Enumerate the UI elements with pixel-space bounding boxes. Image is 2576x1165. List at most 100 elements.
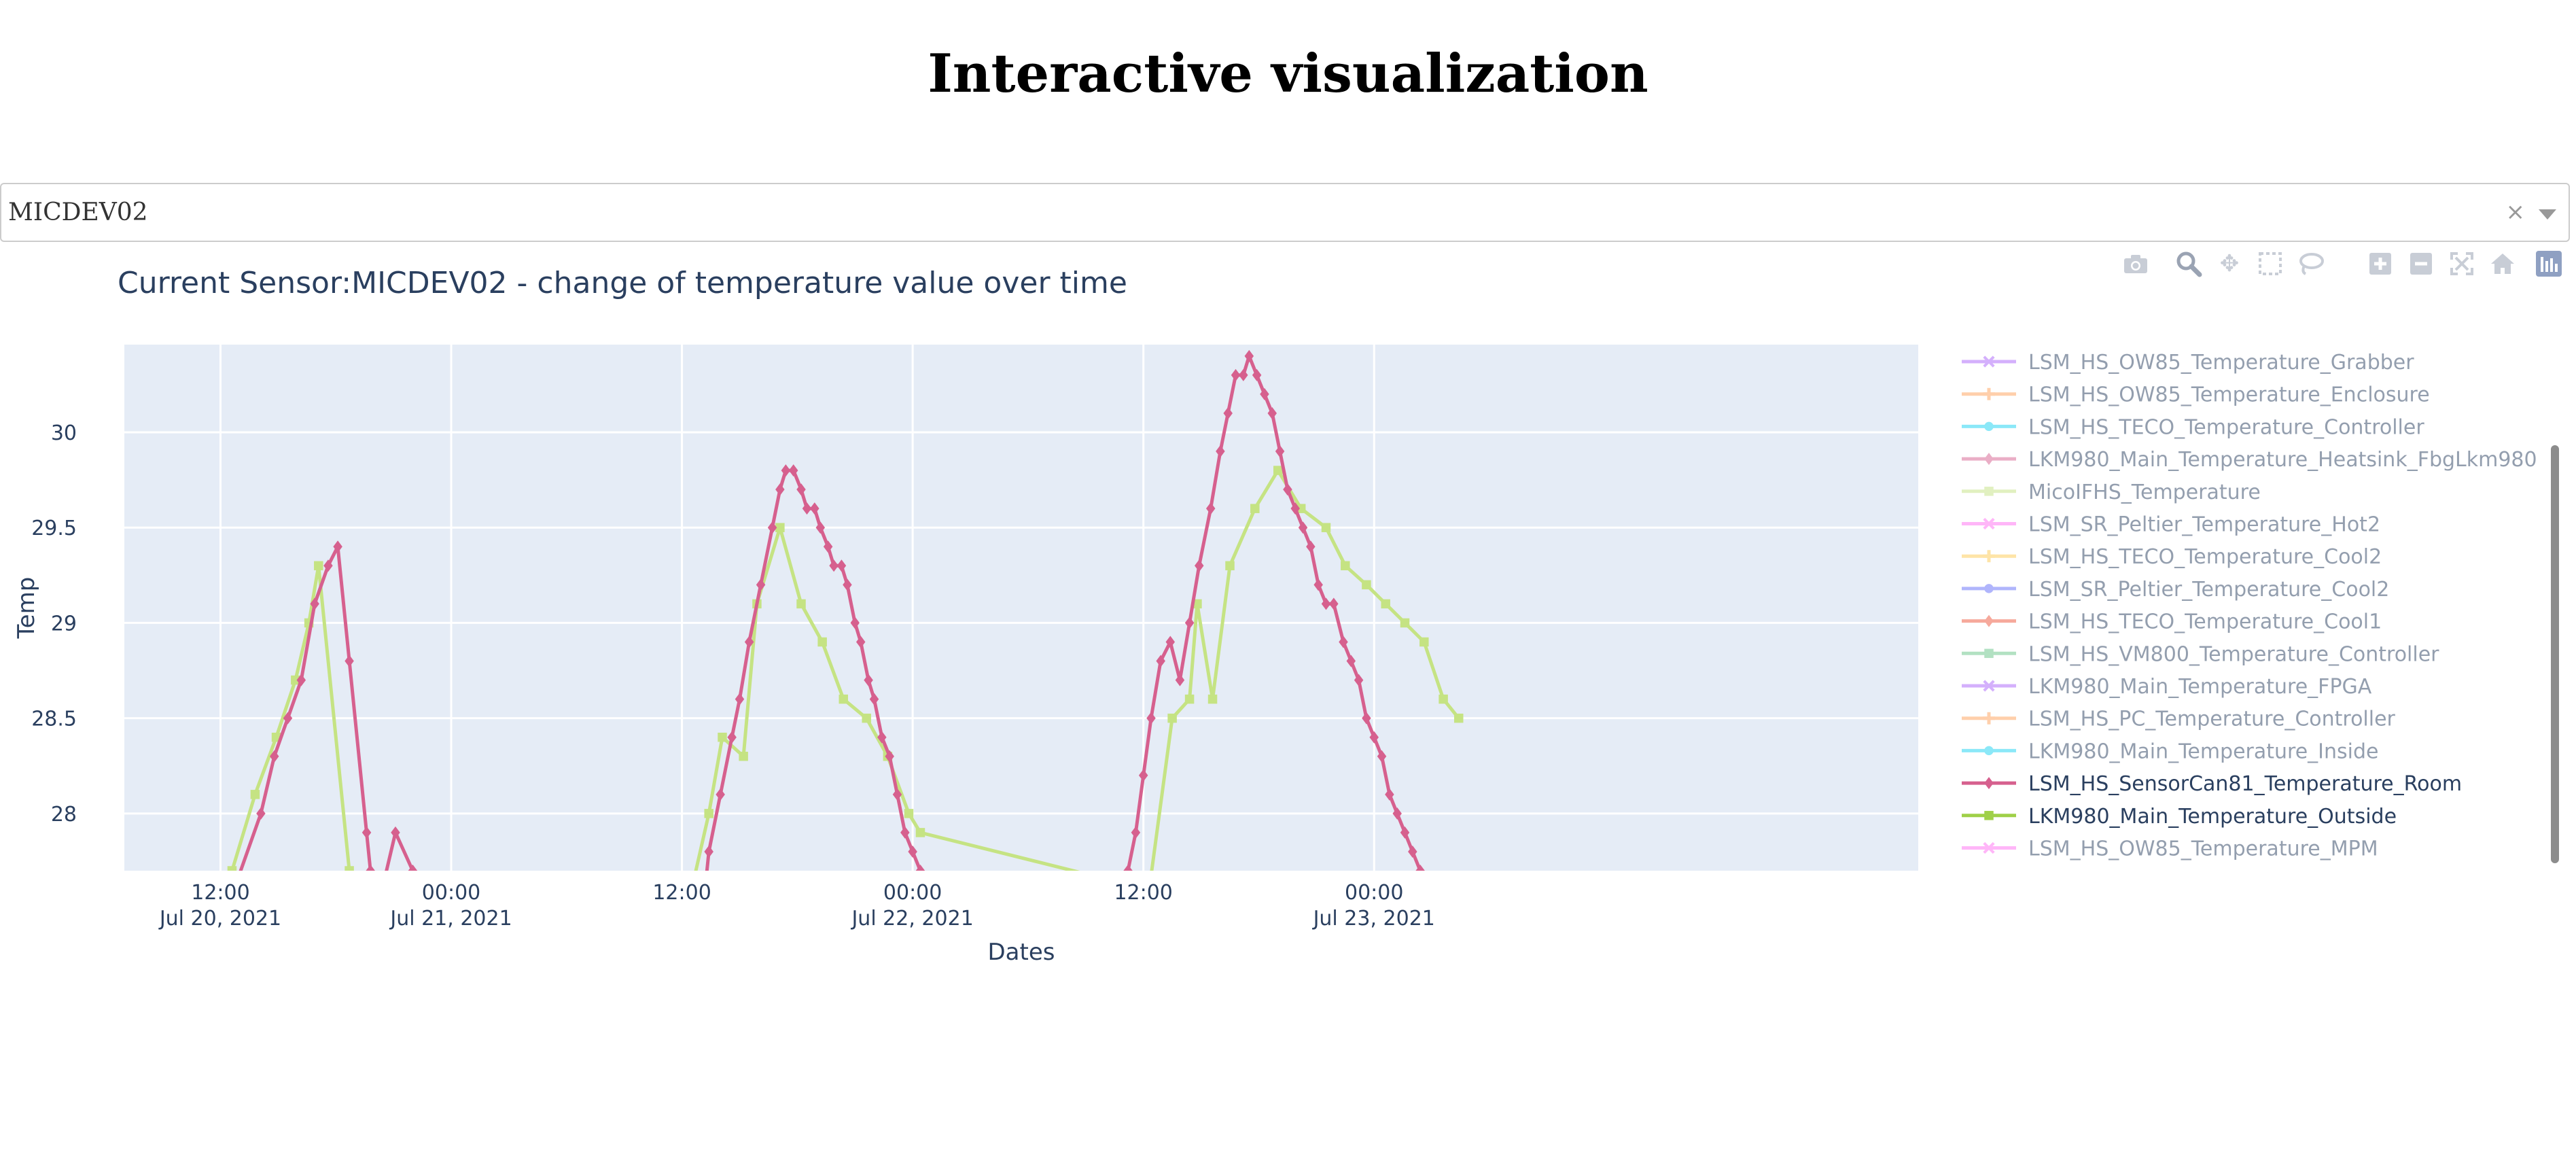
data-point	[810, 502, 819, 515]
clear-icon[interactable]: ×	[2505, 198, 2526, 226]
data-point	[323, 559, 333, 572]
legend-item[interactable]: LKM980_Main_Temperature_FPGA	[1962, 675, 2372, 699]
data-point	[1298, 521, 1308, 534]
data-point	[815, 521, 826, 534]
legend-item[interactable]: LKM980_Main_Temperature_Heatsink_FbgLkm9…	[1962, 448, 2537, 472]
legend-item[interactable]: LKM980_Main_Temperature_Outside	[1962, 805, 2397, 829]
data-point	[877, 731, 887, 744]
legend-label: LSM_HS_OW85_Temperature_Enclosure	[2028, 383, 2430, 407]
data-point	[843, 578, 852, 591]
data-point	[1354, 674, 1364, 686]
data-point	[1381, 599, 1390, 609]
data-point	[362, 923, 372, 933]
lasso-icon[interactable]	[2295, 248, 2327, 279]
data-point	[345, 655, 354, 667]
data-point	[1223, 406, 1233, 419]
legend-item[interactable]: MicoIFHS_Temperature	[1962, 481, 2261, 504]
temperature-chart[interactable]: Current Sensor:MICDEV02 - change of temp…	[0, 245, 2576, 1026]
data-point	[718, 732, 727, 742]
data-point	[1306, 540, 1316, 553]
data-point	[1984, 648, 1994, 659]
zoom-out-icon[interactable]	[2405, 248, 2437, 279]
data-point	[1138, 769, 1148, 782]
camera-icon[interactable]	[2120, 248, 2151, 279]
data-point	[1341, 561, 1350, 571]
sensor-dropdown-value: MICDEV02	[8, 198, 148, 226]
data-point	[1194, 559, 1204, 572]
data-point	[1408, 845, 1417, 858]
legend-label: MicoIFHS_Temperature	[2028, 481, 2261, 504]
data-point	[775, 523, 785, 532]
reset-axes-icon[interactable]	[2487, 248, 2518, 279]
data-point	[836, 559, 847, 572]
legend-item[interactable]: LSM_HS_OW85_Temperature_Grabber	[1962, 351, 2414, 375]
legend-item[interactable]: LSM_HS_TECO_Temperature_Cool2	[1962, 545, 2382, 569]
data-point	[1123, 865, 1133, 871]
data-point	[333, 540, 342, 553]
data-point	[1225, 561, 1235, 571]
legend-label: LSM_HS_OW85_Temperature_MPM	[2028, 837, 2378, 861]
legend-item[interactable]: LSM_HS_VM800_Temperature_Controller	[1962, 642, 2439, 666]
data-point	[1313, 578, 1323, 591]
data-point	[744, 636, 754, 648]
page-title: Interactive visualization	[928, 43, 1648, 105]
data-point	[817, 637, 827, 647]
legend-item[interactable]: LSM_HS_OW85_Temperature_Enclosure	[1962, 383, 2430, 407]
data-point	[1984, 487, 1994, 496]
data-point	[1260, 387, 1269, 400]
zoom-in-icon[interactable]	[2365, 248, 2396, 279]
legend-item[interactable]: LSM_HS_TECO_Temperature_Controller	[1962, 415, 2424, 439]
autoscale-icon[interactable]	[2446, 248, 2477, 279]
legend-label: LSM_HS_TECO_Temperature_Cool1	[2028, 610, 2382, 634]
legend: LSM_HS_OW85_Temperature_Grabber LSM_HS_OW…	[1962, 351, 2537, 861]
legend-item[interactable]: LKM980_Main_Temperature_Inside	[1962, 740, 2379, 763]
data-point	[377, 884, 387, 896]
series-line	[230, 468, 1460, 871]
sensor-dropdown[interactable]: MICDEV02 ×	[0, 183, 2570, 242]
pan-icon[interactable]: ✥	[2219, 250, 2240, 277]
data-point	[775, 483, 785, 496]
legend-label: LSM_SR_Peltier_Temperature_Hot2	[2028, 513, 2380, 537]
legend-item[interactable]: LSM_HS_OW85_Temperature_MPM	[1962, 837, 2378, 861]
box-select-icon[interactable]	[2255, 248, 2286, 279]
series-layer	[227, 349, 1464, 933]
data-point	[839, 694, 849, 704]
data-point	[829, 559, 839, 572]
legend-item[interactable]: LSM_HS_TECO_Temperature_Cool1	[1962, 610, 2382, 634]
data-point	[1216, 445, 1225, 458]
data-point	[291, 675, 300, 685]
data-point	[756, 578, 766, 591]
chevron-down-icon[interactable]	[2539, 209, 2556, 220]
plotly-logo-icon[interactable]	[2533, 248, 2564, 279]
data-point	[1252, 368, 1262, 381]
data-point	[1165, 636, 1176, 648]
x-tick-label: 00:00	[1345, 881, 1403, 905]
plot-area[interactable]	[124, 345, 1918, 871]
data-point	[739, 751, 748, 761]
legend-item[interactable]: LSM_HS_SensorCan81_Temperature_Room	[1962, 772, 2462, 796]
legend-item[interactable]: LSM_HS_PC_Temperature_Controller	[1962, 708, 2396, 731]
x-tick-label: 12:00	[652, 881, 711, 905]
data-point	[885, 750, 894, 763]
legend-scrollbar[interactable]	[2551, 445, 2559, 863]
legend-item[interactable]: LSM_SR_Peltier_Temperature_Cool2	[1962, 578, 2389, 602]
data-point	[1385, 788, 1394, 801]
zoom-icon[interactable]	[2173, 248, 2204, 279]
data-point	[1244, 349, 1254, 362]
data-point	[802, 502, 812, 515]
data-point	[345, 866, 354, 871]
data-point	[781, 464, 791, 477]
data-point	[310, 597, 319, 610]
data-point	[1400, 826, 1410, 839]
data-point	[1184, 616, 1195, 629]
data-point	[1156, 655, 1165, 667]
data-point	[892, 788, 902, 801]
legend-item[interactable]: LSM_SR_Peltier_Temperature_Hot2	[1962, 513, 2380, 537]
data-point	[1983, 517, 1995, 530]
data-point	[900, 826, 910, 839]
data-point	[1983, 841, 1995, 854]
data-point	[1984, 614, 1994, 627]
data-point	[1321, 523, 1331, 532]
data-point	[716, 788, 725, 801]
